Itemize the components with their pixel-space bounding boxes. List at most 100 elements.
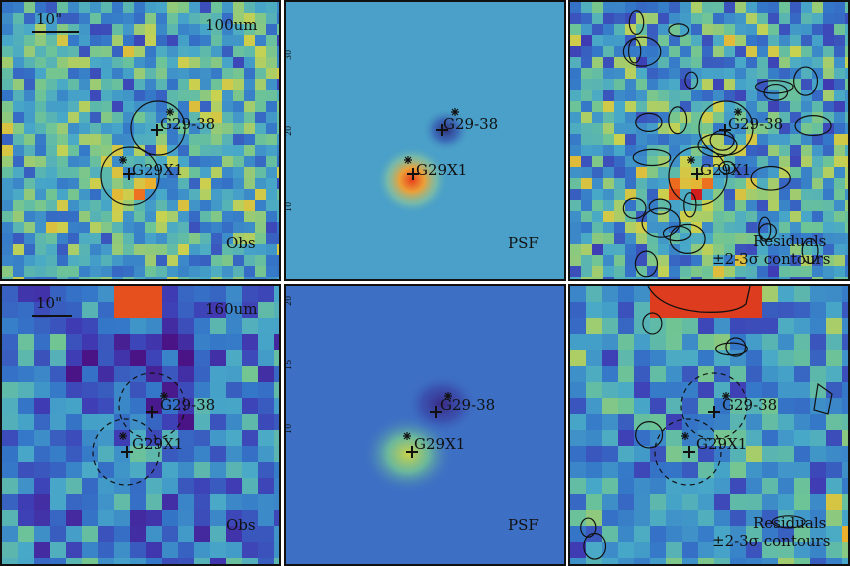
band-label: 100um (205, 16, 258, 34)
catalog-star-marker (166, 108, 174, 116)
source-label-g29-38: G29-38 (722, 396, 778, 414)
contour-line (758, 216, 772, 242)
contour-line (725, 337, 747, 357)
source-label-g29-38: G29-38 (728, 115, 784, 133)
contour-line (641, 207, 681, 238)
catalog-star-marker (681, 432, 689, 440)
contour-line (793, 66, 819, 96)
panel-caption-residuals: Residuals (753, 232, 827, 250)
aperture-circle (654, 418, 722, 486)
panel-obs-100um: 100um 10" G29-38 G29X1 Obs (0, 0, 281, 281)
source-label-g29-38: G29-38 (160, 115, 216, 133)
panel-residuals-160um: G29-38 G29X1 Residuals ±2-3σ contours (568, 284, 850, 566)
aperture-circle (130, 100, 186, 156)
panel-caption-obs: Obs (226, 234, 256, 252)
source-position-marker (407, 168, 419, 180)
source-label-g29x1: G29X1 (700, 161, 752, 179)
catalog-star-marker (403, 432, 411, 440)
source-position-marker (121, 446, 133, 458)
residual-map-160um (570, 286, 848, 564)
contour-line (622, 197, 647, 219)
source-position-marker (151, 124, 163, 136)
panel-psf-160um: G29-38 G29X1 PSF 20 15 10 (284, 284, 566, 566)
source-position-marker (436, 124, 448, 136)
source-label-g29x1: G29X1 (132, 435, 184, 453)
contour-line (662, 225, 692, 242)
contour-line (627, 38, 642, 64)
contour-line (801, 237, 819, 265)
aperture-circle (680, 372, 748, 440)
contour-line (668, 23, 690, 37)
contour-line (750, 165, 791, 191)
source-label-g29-38: G29-38 (440, 396, 496, 414)
psf-map-160um (286, 286, 564, 564)
source-position-marker (123, 168, 135, 180)
source-position-marker (406, 446, 418, 458)
contour-line (813, 382, 833, 415)
contour-line (754, 80, 794, 94)
contour-line (642, 312, 663, 335)
scale-bar-label: 10" (36, 10, 62, 28)
catalog-star-marker (451, 108, 459, 116)
panel-caption-obs: Obs (226, 516, 256, 534)
scale-bar (32, 315, 72, 317)
panel-caption-psf: PSF (508, 234, 539, 252)
panel-caption-psf: PSF (508, 516, 539, 534)
source-label-g29x1: G29X1 (416, 161, 468, 179)
contour-line (628, 10, 645, 35)
axis-tick: 15 (284, 359, 293, 370)
band-label: 160um (205, 300, 258, 318)
panel-psf-100um: G29-38 G29X1 PSF 30 20 10 (284, 0, 566, 281)
aperture-circle (668, 146, 728, 206)
contour-line (771, 515, 806, 529)
contour-line (684, 71, 699, 90)
contour-line (794, 115, 832, 137)
source-label-g29x1: G29X1 (132, 161, 184, 179)
contour-line (668, 106, 688, 135)
aperture-circle (100, 146, 160, 206)
scale-bar-label: 10" (36, 294, 62, 312)
contour-line (635, 421, 664, 449)
catalog-star-marker (734, 108, 742, 116)
obs-map-100um (2, 2, 279, 279)
contour-line (634, 250, 659, 278)
psf-source-g29-38 (406, 374, 478, 434)
panel-caption-contours: ±2-3σ contours (712, 532, 831, 550)
catalog-star-marker (444, 392, 452, 400)
catalog-star-marker (160, 392, 168, 400)
scale-bar (32, 31, 79, 33)
catalog-star-marker (404, 156, 412, 164)
panel-obs-160um: 160um 10" G29-38 G29X1 Obs (0, 284, 281, 566)
psf-map-100um (286, 2, 564, 279)
aperture-circle (118, 372, 186, 440)
panel-residuals-100um: G29-38 G29X1 Residuals ±2-3σ contours (568, 0, 850, 281)
contour-line (647, 286, 751, 313)
catalog-star-marker (722, 392, 730, 400)
contour-line (648, 198, 672, 215)
catalog-star-marker (687, 156, 695, 164)
source-position-marker (708, 406, 720, 418)
obs-map-160um (2, 286, 279, 564)
panel-caption-contours: ±2-3σ contours (712, 250, 831, 268)
contour-line (622, 36, 662, 67)
source-label-g29x1: G29X1 (696, 435, 748, 453)
psf-source-g29x1 (362, 414, 454, 494)
source-label-g29x1: G29X1 (414, 435, 466, 453)
panel-caption-residuals: Residuals (753, 514, 827, 532)
aperture-circle (92, 418, 160, 486)
source-position-marker (719, 124, 731, 136)
source-position-marker (146, 406, 158, 418)
source-position-marker (683, 446, 695, 458)
source-label-g29-38: G29-38 (160, 396, 216, 414)
aperture-circle (698, 100, 754, 156)
axis-tick: 30 (284, 49, 293, 60)
contour-line (669, 223, 706, 254)
axis-tick: 20 (284, 295, 293, 306)
contour-line (580, 517, 597, 538)
residual-map-100um (570, 2, 848, 279)
axis-tick: 10 (284, 423, 293, 434)
source-position-marker (691, 168, 703, 180)
axis-tick: 10 (284, 201, 293, 212)
contour-line (635, 112, 663, 132)
source-position-marker (430, 406, 442, 418)
